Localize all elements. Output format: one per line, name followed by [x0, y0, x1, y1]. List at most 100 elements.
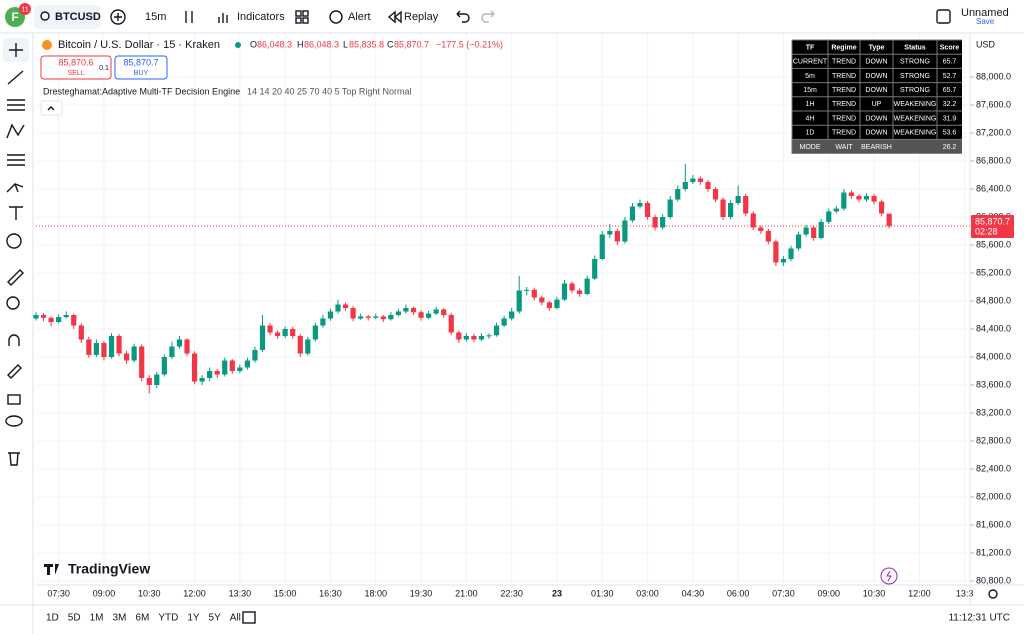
candle-body — [833, 208, 839, 212]
range-button[interactable]: 5D — [68, 613, 81, 624]
candle-body — [252, 349, 258, 361]
countdown: 02:28 — [975, 226, 998, 236]
table-cell: WAIT — [835, 144, 853, 151]
candle-body — [56, 317, 62, 322]
plus-icon — [114, 13, 122, 21]
candle-body — [705, 182, 711, 190]
range-button[interactable]: 3M — [113, 613, 127, 624]
range-button[interactable]: All — [230, 613, 241, 624]
x-tick-label: 12:00 — [183, 588, 206, 598]
layout-button[interactable] — [936, 9, 951, 24]
replay-button[interactable]: Replay — [404, 11, 439, 23]
y-tick-label: 86,400.0 — [976, 183, 1011, 193]
brush-tool[interactable] — [6, 183, 24, 193]
candle-body — [441, 309, 447, 315]
candle-body — [101, 342, 107, 357]
x-tick-label: 09:00 — [817, 588, 840, 598]
zoom-tool[interactable] — [6, 296, 20, 310]
symbol-search[interactable] — [34, 5, 100, 29]
candle-body — [765, 231, 771, 242]
candle-body — [493, 325, 500, 336]
candle-body — [728, 203, 734, 218]
candle-body — [154, 374, 160, 385]
candle-body — [554, 299, 560, 309]
table-header-cell: Status — [904, 44, 926, 51]
x-tick-label: 22:30 — [500, 588, 523, 598]
candle-body — [426, 313, 432, 318]
assistant-button[interactable] — [880, 567, 898, 585]
ohlc-high: 86,048.3 — [304, 39, 339, 49]
trendline-tool[interactable] — [7, 70, 24, 85]
forecast-tool[interactable] — [7, 154, 25, 166]
buy-price: 85,870.7 — [123, 57, 158, 67]
y-tick-label: 83,200.0 — [976, 407, 1011, 417]
order-qty[interactable]: 0.1 — [99, 65, 109, 72]
x-tick-label: 19:30 — [410, 588, 433, 598]
fib-tool[interactable] — [7, 99, 25, 111]
candle-body — [184, 339, 190, 354]
hide-tool[interactable] — [5, 415, 23, 427]
candle-body — [592, 259, 598, 279]
candle-body — [33, 314, 39, 319]
range-button[interactable]: 1M — [90, 613, 104, 624]
table-cell: TREND — [832, 59, 856, 66]
ohlc-close: 85,870.7 — [394, 39, 429, 49]
candle-body — [267, 325, 273, 333]
candle-body — [471, 335, 477, 340]
currency-box[interactable] — [972, 36, 1020, 54]
undo-button[interactable] — [456, 10, 470, 23]
delete-tool[interactable] — [8, 452, 20, 466]
ohlc-label: O — [250, 39, 257, 49]
templates-button[interactable] — [295, 10, 302, 17]
candle-body — [758, 227, 764, 232]
candle-body — [652, 217, 658, 228]
range-button[interactable]: 6M — [135, 613, 149, 624]
layout-name[interactable]: Unnamed — [961, 7, 1009, 19]
interval[interactable]: 15m — [145, 11, 166, 23]
table-header-cell: Regime — [831, 44, 856, 51]
range-button[interactable]: 1D — [46, 613, 59, 624]
range-button[interactable]: YTD — [158, 613, 178, 624]
range-button[interactable]: 5Y — [209, 613, 222, 624]
compare-button[interactable] — [110, 9, 126, 25]
x-tick-label: 23 — [552, 588, 562, 598]
crosshair-icon — [9, 43, 23, 57]
range-button[interactable]: 1Y — [187, 613, 200, 624]
measure-tool[interactable] — [7, 269, 24, 286]
avatar-letter: F — [11, 10, 18, 24]
table-cell: DOWN — [865, 130, 887, 137]
magnet-tool[interactable] — [8, 334, 20, 346]
currency: USD — [976, 39, 996, 49]
bolt-icon — [886, 570, 892, 582]
x-tick-label: 13:30 — [229, 588, 252, 598]
candle-body — [395, 311, 401, 315]
candle-body — [561, 283, 568, 300]
emoji-tool[interactable] — [6, 233, 22, 249]
candle-body — [531, 289, 537, 298]
candle-body — [214, 370, 220, 375]
redo-button[interactable] — [481, 10, 495, 23]
table-cell: STRONG — [900, 59, 930, 66]
table-cell: TREND — [832, 87, 856, 94]
table-header-cell: TF — [806, 44, 815, 51]
table-cell: WEAKENING — [894, 101, 937, 108]
candle-body — [71, 314, 77, 326]
alert-button[interactable]: Alert — [348, 11, 371, 23]
lock-drawings-tool[interactable] — [7, 364, 22, 379]
candle-body — [478, 335, 485, 340]
date-range-button[interactable] — [242, 611, 256, 624]
candle-body — [644, 203, 651, 218]
table-cell: 31.9 — [943, 115, 957, 122]
candle-body — [577, 290, 583, 295]
candle-body — [871, 196, 877, 202]
pattern-tool[interactable] — [6, 123, 25, 139]
table-cell: 32.2 — [943, 101, 957, 108]
lock-tool[interactable] — [7, 394, 21, 405]
axis-settings[interactable] — [988, 589, 998, 599]
indicators-button[interactable]: Indicators — [237, 11, 285, 23]
buy-button[interactable] — [114, 55, 168, 80]
chart-type-button[interactable] — [185, 11, 193, 23]
sell-button[interactable] — [40, 55, 112, 80]
text-tool[interactable] — [9, 206, 23, 220]
candle-body — [388, 314, 394, 320]
